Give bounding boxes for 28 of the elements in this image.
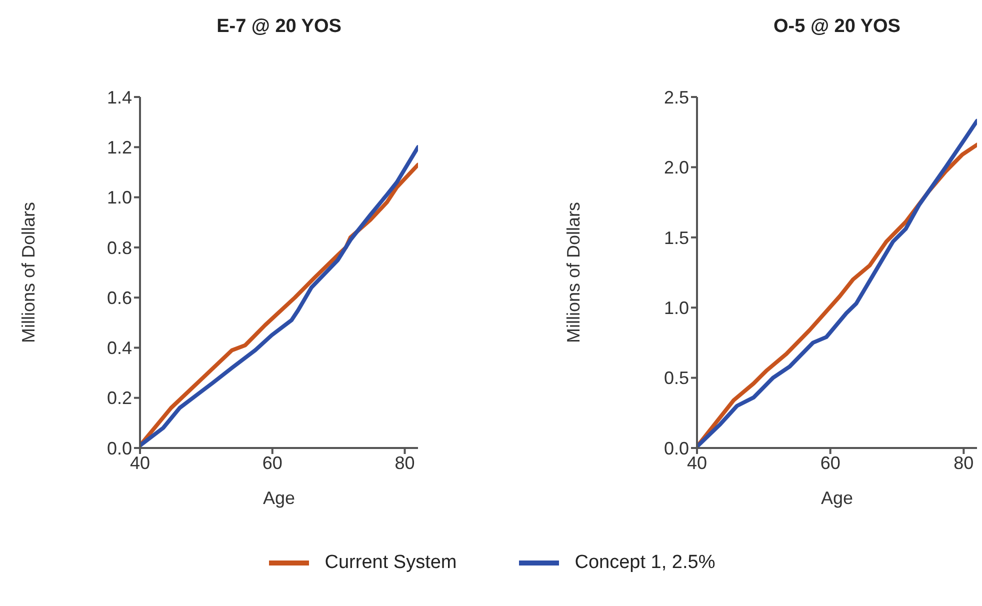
y-tick-label: 0.5 (664, 368, 689, 388)
y-axis-title: Millions of Dollars (563, 202, 584, 344)
legend-label: Concept 1, 2.5% (574, 552, 716, 574)
y-axis-title: Millions of Dollars (18, 202, 38, 344)
y-tick-label: 2.0 (664, 158, 689, 178)
y-tick-label: 1.0 (664, 298, 689, 318)
y-tick-label: 1.5 (664, 228, 689, 248)
y-tick-label: 0.2 (106, 388, 132, 408)
y-tick-label: 2.5 (664, 87, 689, 108)
y-tick-label: 0.6 (106, 288, 132, 308)
y-tick-label: 0.4 (106, 338, 132, 358)
x-axis-title: Age (820, 488, 854, 508)
y-tick-label: 0.0 (664, 438, 689, 458)
x-tick-label: 80 (954, 452, 974, 473)
x-tick-label: 40 (130, 452, 150, 473)
x-tick-label: 80 (394, 452, 415, 473)
x-tick-label: 60 (820, 452, 840, 473)
y-tick-label: 0.8 (106, 238, 132, 258)
x-tick-label: 60 (262, 452, 282, 473)
y-tick-label: 1.4 (106, 87, 132, 108)
y-tick-label: 1.2 (106, 138, 132, 158)
x-tick-label: 40 (686, 452, 708, 473)
legend-label: Current System (324, 552, 457, 574)
y-tick-label: 1.0 (106, 188, 132, 208)
chart-title: E-7 @ 20 YOS (216, 16, 342, 38)
y-tick-label: 0.0 (106, 438, 132, 458)
x-axis-title: Age (262, 488, 296, 508)
chart-title: O-5 @ 20 YOS (772, 16, 902, 38)
